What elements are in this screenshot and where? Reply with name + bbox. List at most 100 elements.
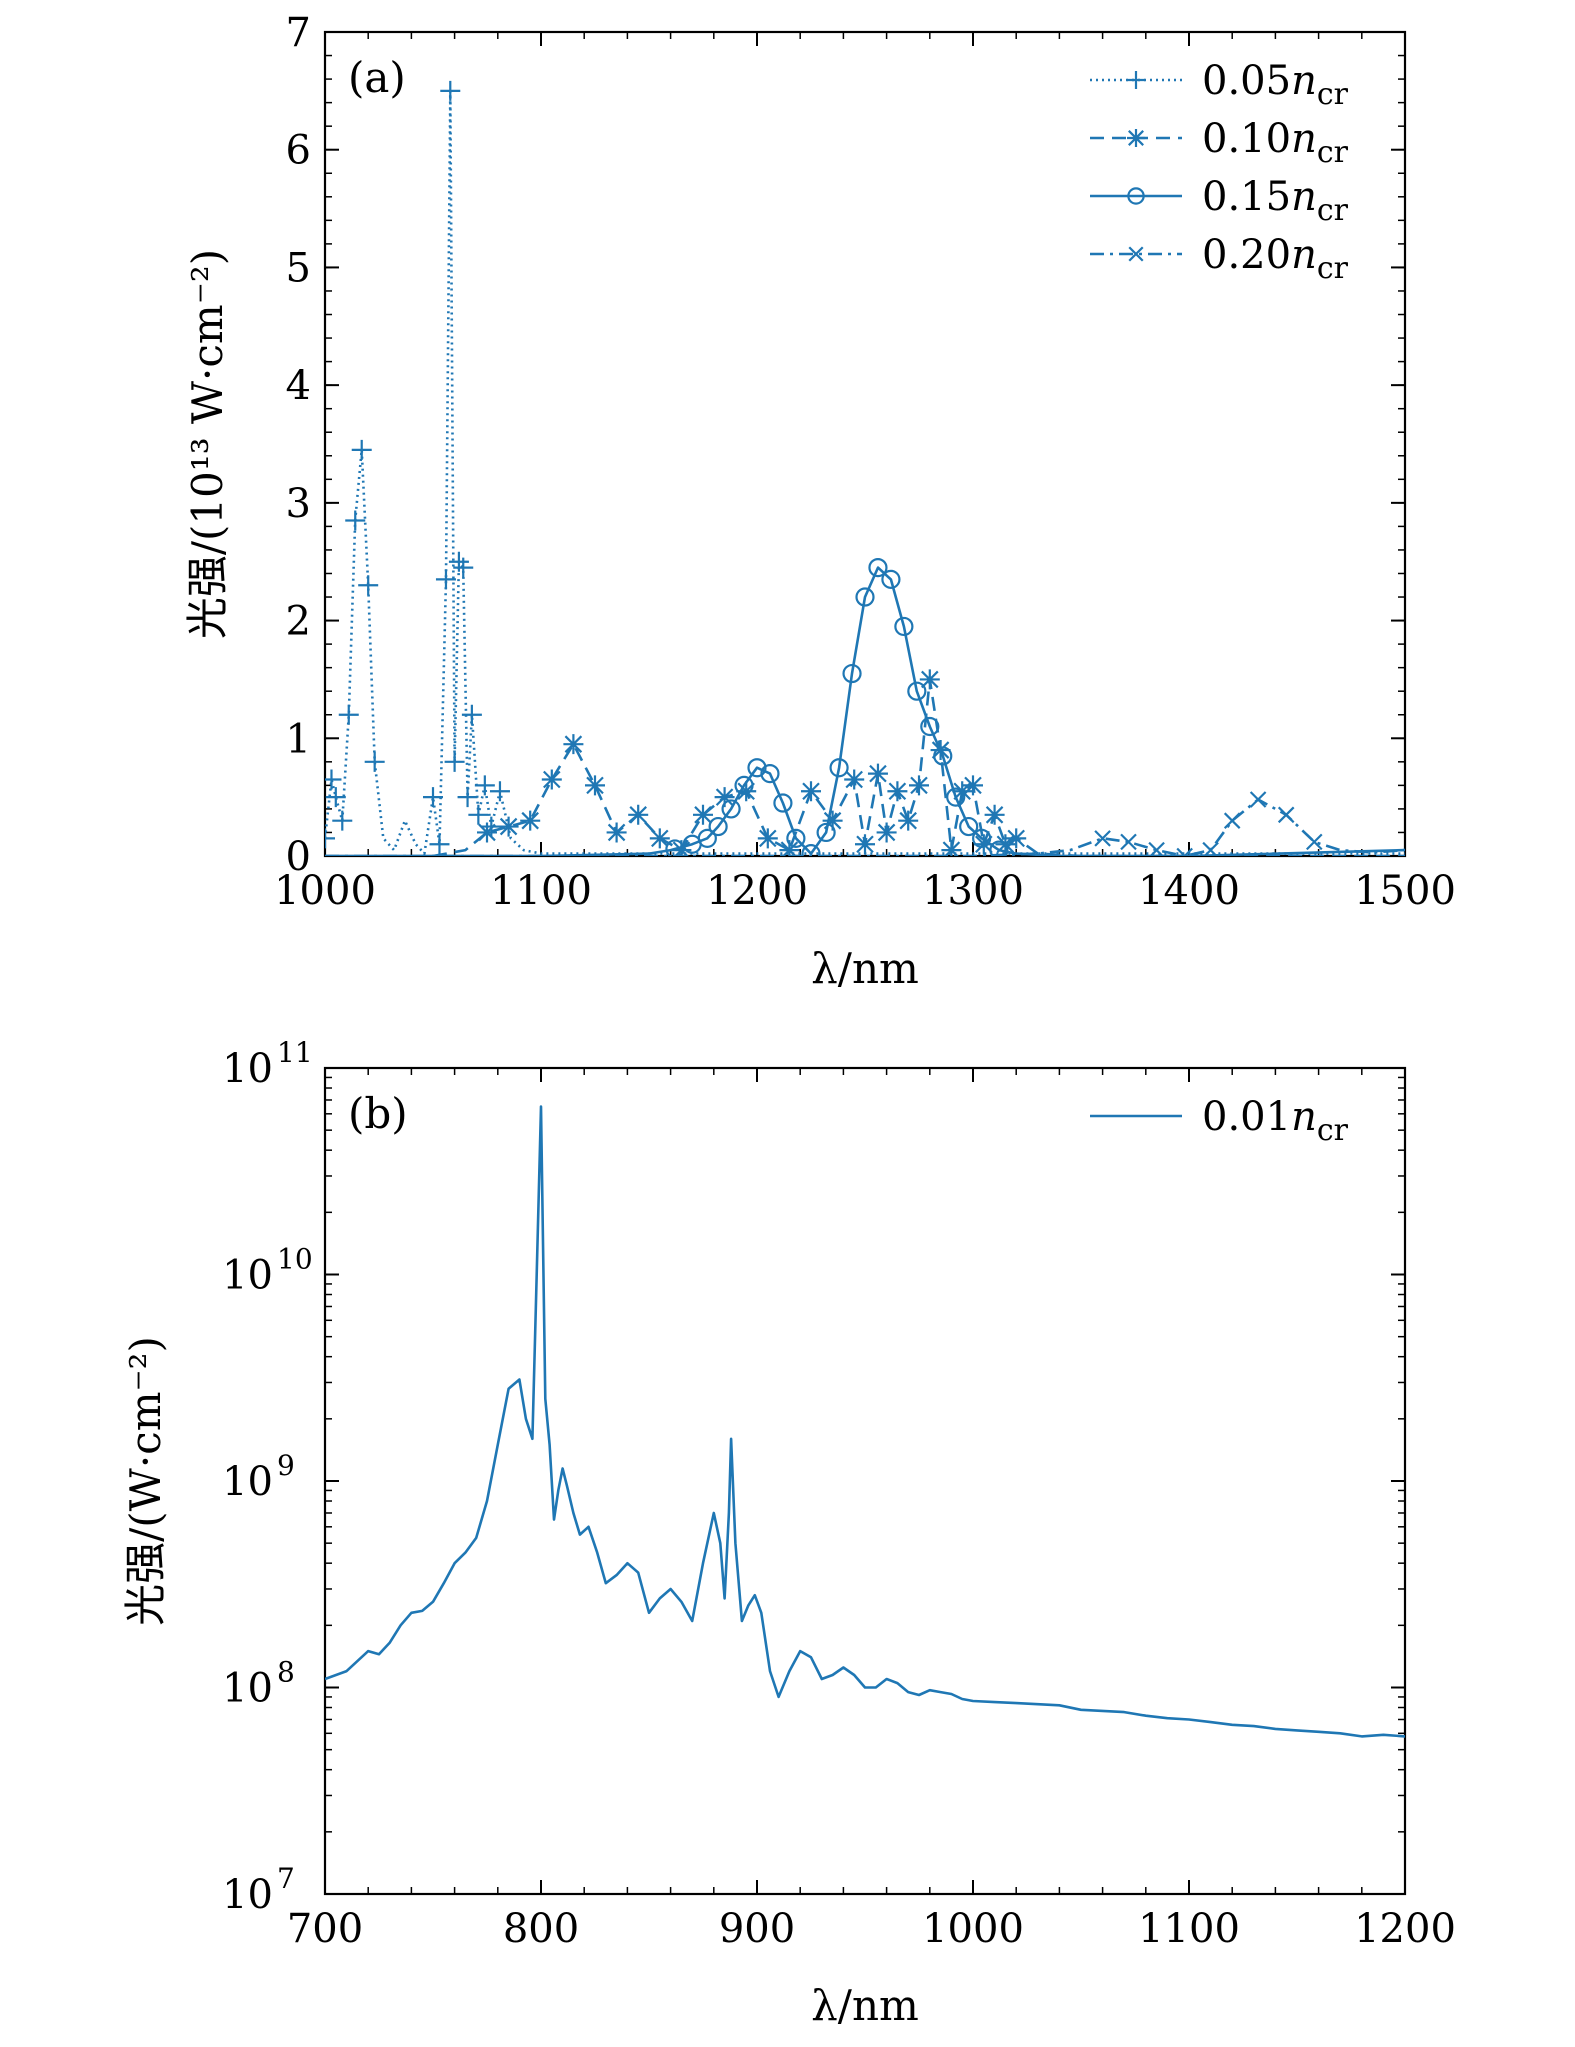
data-point-x [1249,791,1267,808]
data-point-x [1128,246,1144,262]
data-point-asterisk [887,781,908,802]
data-point-circle [747,758,767,778]
data-point-circle [842,663,862,684]
series-0_20 [325,791,1405,856]
data-point-plus [358,575,379,596]
data-point-plus [453,557,474,578]
data-point-circle [881,569,901,589]
x-tick-label: 1200 [706,868,808,914]
data-point-circle [920,716,940,737]
data-point-asterisk [779,840,800,856]
data-point-circle [734,775,754,795]
plot-area [325,1105,1405,1738]
data-point-plus [351,439,372,460]
legend-label: 0.20ncr [1202,232,1349,286]
y-tick-label: 10 [222,1253,273,1299]
data-point-plus [345,510,366,531]
data-point-circle [760,763,780,784]
legend-label: 0.05ncr [1202,58,1349,112]
data-point-circle [665,839,685,856]
legend-item-0_10: 0.10ncr [1090,116,1349,170]
data-point-plus [489,781,510,802]
data-point-circle [1127,187,1145,205]
series-0_01 [325,1105,1405,1738]
series-line [325,1105,1405,1738]
data-point-plus [444,751,465,772]
x-tick-label: 1300 [922,868,1024,914]
data-point-circle [721,799,741,819]
data-point-plus [474,775,495,796]
series-0_15 [325,557,1405,856]
data-point-asterisk [1127,129,1145,147]
x-tick-label: 1200 [1354,1906,1456,1952]
data-point-asterisk [563,734,584,755]
series-line [325,566,1405,856]
y-tick-label: 6 [286,128,311,174]
series-group-a [325,80,1405,856]
data-point-circle [972,828,992,848]
x-tick-label: 1100 [490,868,592,914]
data-point-plus [325,787,346,808]
x-tick-label: 1000 [922,1906,1024,1952]
data-point-asterisk [973,834,994,855]
y-tick-label: 7 [286,10,311,56]
data-point-asterisk [520,810,541,831]
data-point-asterisk [736,781,757,802]
data-point-circle [855,587,875,607]
data-point-asterisk [649,828,670,849]
legend-label: 0.15ncr [1202,174,1349,228]
data-point-asterisk [876,822,897,843]
data-point-circle [868,557,888,578]
series-line [325,798,1405,856]
y-tick-label: 1 [286,716,311,762]
series-line [432,678,1405,856]
series-0_05 [325,80,1405,855]
data-point-x [1148,841,1165,856]
data-point-x [1094,830,1111,847]
y-tick-label: 0 [286,834,311,880]
data-point-plus [481,816,502,837]
data-point-x [1223,812,1241,829]
data-point-asterisk [801,781,821,802]
data-point-asterisk [919,669,940,690]
x-tick-label: 1000 [274,868,376,914]
y-tick-label: 3 [286,481,311,527]
series-line [325,89,1405,855]
plot-frame-b [323,1066,1407,1896]
plot-area [325,80,1405,856]
legend-item-0_01: 0.01ncr [1090,1094,1349,1148]
x-tick-label: 1500 [1354,868,1456,914]
data-point-circle [894,616,914,637]
y-tick-label: 2 [286,599,311,645]
y-axis-label-b: 光强/(W·cm⁻²) [121,1336,170,1626]
data-point-circle [907,681,927,701]
data-point-asterisk [498,816,519,837]
data-point-plus [325,828,335,849]
y-tick-exponent: 8 [277,1656,295,1689]
data-point-asterisk [963,775,983,796]
y-tick-label: 10 [222,1872,273,1918]
data-point-asterisk [867,763,888,784]
data-point-asterisk [757,828,778,849]
legend-item-0_15: 0.15ncr [1090,174,1349,228]
data-point-circle [697,828,717,848]
x-axis-label-b: λ/nm [811,1981,919,2030]
data-point-x [1277,806,1295,824]
data-point-asterisk [628,804,649,825]
y-tick-exponent: 7 [277,1862,295,1895]
data-point-circle [786,828,806,848]
data-point-plus [468,804,489,825]
plot-frame-a [323,30,1407,858]
x-tick-label: 1100 [1138,1906,1240,1952]
x-axis-label-a: λ/nm [811,944,919,993]
y-tick-label: 5 [286,245,311,291]
data-point-asterisk [898,810,919,831]
y-tick-label: 10 [222,1459,273,1505]
data-point-circle [946,787,966,807]
panel-tag-a: (a) [348,53,406,102]
chart-panel-a: (a) 1000 1100 1200 1300 1400 1500 0 1 2 3 4 5 6 7 0.0… [183,10,1456,993]
